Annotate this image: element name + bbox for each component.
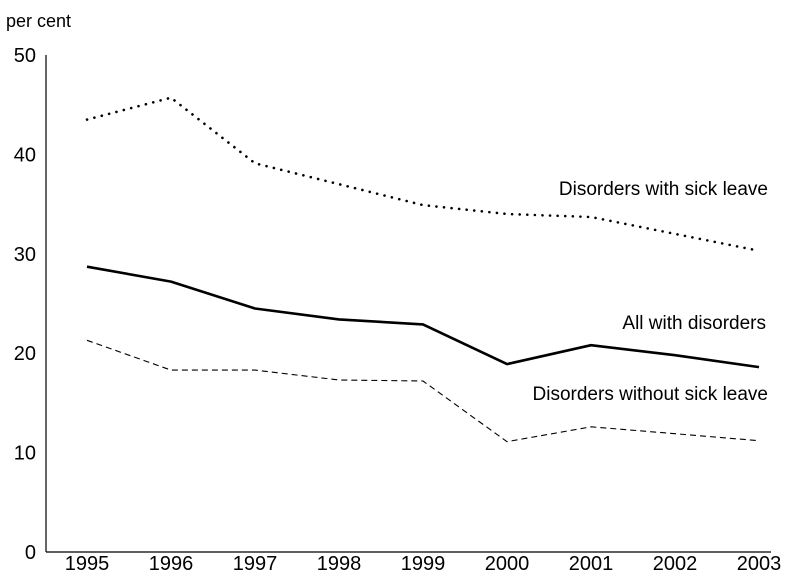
y-tick-label: 40 — [14, 144, 36, 166]
series-label-all-with-disorders: All with disorders — [622, 313, 766, 334]
x-tick-label: 1999 — [401, 553, 446, 574]
y-axis-unit-label: per cent — [6, 11, 71, 31]
y-tick-label: 10 — [14, 443, 36, 465]
series-layer — [85, 96, 761, 443]
series-label-without-sick-leave: Disorders without sick leave — [533, 384, 768, 405]
x-tick-label: 1996 — [149, 553, 194, 574]
y-tick-label: 0 — [25, 542, 36, 564]
series-line-all-with-disorders — [86, 265, 760, 369]
x-tick-label: 2003 — [737, 553, 782, 574]
x-tick-label: 2000 — [485, 553, 530, 574]
series-label-with-sick-leave: Disorders with sick leave — [559, 179, 768, 200]
x-tick-label: 1995 — [65, 553, 110, 574]
series-labels: Disorders with sick leave All with disor… — [533, 179, 768, 405]
x-tick-label: 1998 — [317, 553, 362, 574]
y-axis-ticks: 0 10 20 30 40 50 — [14, 45, 36, 564]
y-tick-label: 20 — [14, 343, 36, 365]
y-tick-label: 50 — [14, 45, 36, 67]
x-tick-label: 1997 — [233, 553, 278, 574]
y-tick-label: 30 — [14, 244, 36, 266]
x-axis-ticks: 1995 1996 1997 1998 1999 2000 2001 2002 2003 — [65, 553, 782, 574]
x-tick-label: 2001 — [569, 553, 614, 574]
series-line-with-sick-leave — [85, 96, 761, 253]
x-tick-label: 2002 — [653, 553, 698, 574]
series-line-without-sick-leave — [86, 339, 760, 443]
